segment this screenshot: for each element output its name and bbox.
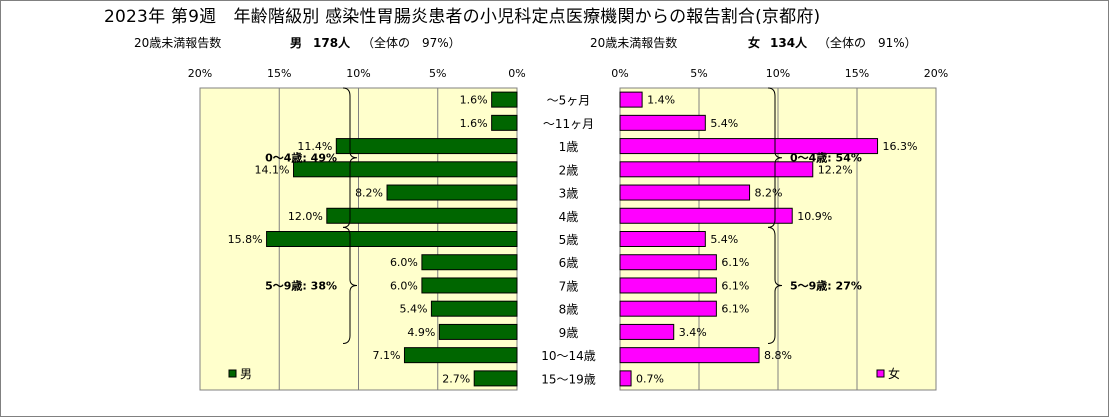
female-summary-share: （全体の 91%）	[818, 36, 917, 50]
category-label: 10～14歳	[541, 349, 596, 363]
female-value-label: 0.7%	[636, 372, 664, 385]
male-summary-label: 20歳未満報告数	[134, 36, 222, 50]
female-bar	[619, 184, 751, 201]
female-value-label: 1.4%	[647, 94, 675, 107]
male-age-group-label: 5～9歳: 38%	[265, 278, 337, 292]
male-bar	[293, 161, 518, 178]
female-tick-label: 0%	[611, 67, 628, 80]
female-value-label: 10.9%	[797, 210, 832, 223]
male-summary-count: 178人	[313, 36, 351, 50]
male-tick-label: 0%	[508, 67, 525, 80]
female-bar	[619, 138, 879, 155]
female-age-group-brace	[767, 87, 783, 228]
category-label: 8歳	[559, 303, 579, 317]
female-value-label: 3.4%	[679, 326, 707, 339]
female-bar	[619, 207, 793, 224]
category-label: ～5ヶ月	[547, 94, 591, 108]
female-bar	[619, 370, 632, 387]
male-value-label: 15.8%	[228, 233, 263, 246]
male-tick-label: 10%	[346, 67, 370, 80]
male-bar	[430, 300, 518, 317]
male-age-group-brace	[342, 87, 358, 228]
female-age-group-label: 0～4歳: 54%	[790, 151, 862, 165]
male-tick-label: 20%	[188, 67, 212, 80]
female-age-group-brace	[767, 226, 783, 345]
male-tick-label: 15%	[267, 67, 291, 80]
female-bar	[619, 114, 706, 131]
female-tick-label: 5%	[690, 67, 707, 80]
male-value-label: 2.7%	[442, 372, 470, 385]
female-value-label: 5.4%	[710, 233, 738, 246]
category-label: 5歳	[559, 233, 579, 247]
female-legend-swatch	[876, 369, 885, 378]
male-bar	[403, 347, 518, 364]
female-tick-label: 15%	[845, 67, 869, 80]
category-label: ～11ヶ月	[543, 117, 594, 131]
male-bar	[421, 254, 518, 271]
female-legend-label: 女	[888, 366, 900, 381]
chart-title: 2023年 第9週 年齢階級別 感染性胃腸炎患者の小児科定点医療機関からの報告割…	[104, 7, 821, 27]
male-value-label: 11.4%	[297, 140, 332, 153]
male-bar	[386, 184, 518, 201]
female-bar	[619, 300, 717, 317]
category-label: 15～19歳	[541, 372, 596, 386]
female-age-group-label: 5～9歳: 27%	[790, 278, 862, 292]
female-bar	[619, 161, 814, 178]
category-label: 4歳	[559, 210, 579, 224]
male-value-label: 7.1%	[373, 349, 401, 362]
male-age-group-brace	[342, 226, 358, 345]
male-bar	[473, 370, 518, 387]
category-label: 7歳	[559, 279, 579, 293]
male-value-label: 1.6%	[460, 117, 488, 130]
male-age-group-label: 0～4歳: 49%	[265, 151, 337, 165]
male-value-label: 8.2%	[355, 187, 383, 200]
male-value-label: 6.0%	[390, 256, 418, 269]
male-value-label: 1.6%	[460, 94, 488, 107]
male-bar	[326, 207, 518, 224]
category-label: 3歳	[559, 187, 579, 201]
female-summary-sex: 女	[748, 36, 761, 50]
female-bar	[619, 347, 760, 364]
female-summary-count: 134人	[770, 36, 808, 50]
female-value-label: 6.1%	[721, 303, 749, 316]
female-value-label: 6.1%	[721, 256, 749, 269]
male-bar	[421, 277, 518, 294]
female-bar	[619, 323, 675, 340]
male-value-label: 4.9%	[407, 326, 435, 339]
female-value-label: 12.2%	[818, 163, 853, 176]
female-value-label: 16.3%	[883, 140, 918, 153]
male-value-label: 6.0%	[390, 279, 418, 292]
female-bar	[619, 254, 717, 271]
female-bar	[619, 277, 717, 294]
female-tick-label: 10%	[766, 67, 790, 80]
female-value-label: 5.4%	[710, 117, 738, 130]
female-value-label: 6.1%	[721, 279, 749, 292]
category-label: 6歳	[559, 256, 579, 270]
male-value-label: 14.1%	[255, 163, 290, 176]
male-bar	[335, 138, 518, 155]
category-label: 9歳	[559, 326, 579, 340]
category-label: 1歳	[559, 140, 579, 154]
male-legend-label: 男	[240, 367, 252, 381]
female-value-label: 8.2%	[755, 187, 783, 200]
male-bar	[266, 231, 518, 247]
male-summary-share: （全体の 97%）	[362, 36, 461, 50]
male-summary-sex: 男	[290, 36, 303, 50]
female-summary-label: 20歳未満報告数	[590, 36, 678, 50]
male-value-label: 12.0%	[288, 210, 323, 223]
male-bar	[491, 114, 518, 131]
female-bar	[619, 231, 706, 247]
male-bar	[438, 323, 518, 340]
female-tick-label: 20%	[924, 67, 948, 80]
category-label: 2歳	[559, 163, 579, 177]
male-bar	[491, 91, 518, 108]
male-legend-swatch	[228, 369, 237, 378]
female-bar	[619, 91, 643, 108]
male-value-label: 5.4%	[399, 303, 427, 316]
male-tick-label: 5%	[429, 67, 446, 80]
female-value-label: 8.8%	[764, 349, 792, 362]
